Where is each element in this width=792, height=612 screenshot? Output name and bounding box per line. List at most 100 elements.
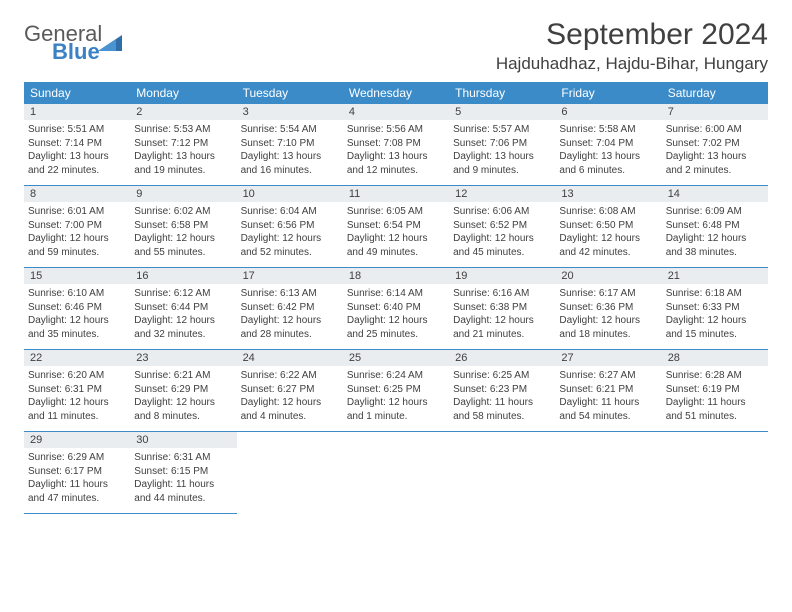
- day-cell: Sunrise: 6:20 AMSunset: 6:31 PMDaylight:…: [24, 366, 130, 432]
- daylight-text-1: Daylight: 12 hours: [28, 396, 126, 410]
- daylight-text-1: Daylight: 12 hours: [453, 314, 551, 328]
- sunrise-text: Sunrise: 5:58 AM: [559, 123, 657, 137]
- day-number: 21: [662, 268, 768, 285]
- dayhead-tue: Tuesday: [237, 82, 343, 104]
- dayhead-mon: Monday: [130, 82, 236, 104]
- sunset-text: Sunset: 6:33 PM: [666, 301, 764, 315]
- day-number: 16: [130, 268, 236, 285]
- daylight-text-2: and 28 minutes.: [241, 328, 339, 342]
- sunset-text: Sunset: 6:50 PM: [559, 219, 657, 233]
- sunrise-text: Sunrise: 5:51 AM: [28, 123, 126, 137]
- daynum-row: 15161718192021: [24, 268, 768, 285]
- sunrise-text: Sunrise: 6:01 AM: [28, 205, 126, 219]
- sunset-text: Sunset: 6:23 PM: [453, 383, 551, 397]
- daylight-text-2: and 54 minutes.: [559, 410, 657, 424]
- sunrise-text: Sunrise: 5:53 AM: [134, 123, 232, 137]
- day-cell: Sunrise: 6:10 AMSunset: 6:46 PMDaylight:…: [24, 284, 130, 350]
- daylight-text-2: and 9 minutes.: [453, 164, 551, 178]
- day-number: 4: [343, 104, 449, 120]
- sunrise-text: Sunrise: 6:06 AM: [453, 205, 551, 219]
- day-number: 23: [130, 350, 236, 367]
- daylight-text-1: Daylight: 11 hours: [453, 396, 551, 410]
- sunset-text: Sunset: 6:25 PM: [347, 383, 445, 397]
- sunrise-text: Sunrise: 5:56 AM: [347, 123, 445, 137]
- day-cell: Sunrise: 5:58 AMSunset: 7:04 PMDaylight:…: [555, 120, 661, 186]
- sunset-text: Sunset: 6:52 PM: [453, 219, 551, 233]
- day-info: Sunrise: 6:24 AMSunset: 6:25 PMDaylight:…: [347, 369, 445, 423]
- daylight-text-2: and 59 minutes.: [28, 246, 126, 260]
- sunrise-text: Sunrise: 6:24 AM: [347, 369, 445, 383]
- daylight-text-2: and 1 minute.: [347, 410, 445, 424]
- week-info-row: Sunrise: 6:29 AMSunset: 6:17 PMDaylight:…: [24, 448, 768, 514]
- sunrise-text: Sunrise: 6:08 AM: [559, 205, 657, 219]
- day-number: 5: [449, 104, 555, 120]
- sunset-text: Sunset: 6:36 PM: [559, 301, 657, 315]
- day-cell: Sunrise: 6:06 AMSunset: 6:52 PMDaylight:…: [449, 202, 555, 268]
- sunrise-text: Sunrise: 6:00 AM: [666, 123, 764, 137]
- day-info: Sunrise: 5:57 AMSunset: 7:06 PMDaylight:…: [453, 123, 551, 177]
- daylight-text-1: Daylight: 13 hours: [453, 150, 551, 164]
- sunset-text: Sunset: 6:48 PM: [666, 219, 764, 233]
- dayhead-wed: Wednesday: [343, 82, 449, 104]
- daylight-text-2: and 58 minutes.: [453, 410, 551, 424]
- day-cell: Sunrise: 6:00 AMSunset: 7:02 PMDaylight:…: [662, 120, 768, 186]
- day-info: Sunrise: 6:06 AMSunset: 6:52 PMDaylight:…: [453, 205, 551, 259]
- daynum-row: 1234567: [24, 104, 768, 120]
- sunset-text: Sunset: 6:56 PM: [241, 219, 339, 233]
- daylight-text-2: and 11 minutes.: [28, 410, 126, 424]
- daylight-text-2: and 38 minutes.: [666, 246, 764, 260]
- day-cell: Sunrise: 6:16 AMSunset: 6:38 PMDaylight:…: [449, 284, 555, 350]
- day-info: Sunrise: 5:51 AMSunset: 7:14 PMDaylight:…: [28, 123, 126, 177]
- day-cell: [343, 448, 449, 514]
- day-cell: [555, 448, 661, 514]
- sunrise-text: Sunrise: 6:21 AM: [134, 369, 232, 383]
- day-info: Sunrise: 6:29 AMSunset: 6:17 PMDaylight:…: [28, 451, 126, 505]
- day-cell: Sunrise: 6:21 AMSunset: 6:29 PMDaylight:…: [130, 366, 236, 432]
- sunset-text: Sunset: 6:29 PM: [134, 383, 232, 397]
- daylight-text-1: Daylight: 12 hours: [347, 396, 445, 410]
- sunset-text: Sunset: 6:31 PM: [28, 383, 126, 397]
- sunset-text: Sunset: 7:10 PM: [241, 137, 339, 151]
- sunrise-text: Sunrise: 6:29 AM: [28, 451, 126, 465]
- daylight-text-1: Daylight: 11 hours: [28, 478, 126, 492]
- daylight-text-2: and 52 minutes.: [241, 246, 339, 260]
- day-number: 29: [24, 432, 130, 449]
- daylight-text-2: and 8 minutes.: [134, 410, 232, 424]
- daylight-text-1: Daylight: 11 hours: [666, 396, 764, 410]
- day-cell: [449, 448, 555, 514]
- day-number: [555, 432, 661, 449]
- day-cell: Sunrise: 6:05 AMSunset: 6:54 PMDaylight:…: [343, 202, 449, 268]
- sunset-text: Sunset: 7:04 PM: [559, 137, 657, 151]
- day-number: [662, 432, 768, 449]
- daylight-text-2: and 21 minutes.: [453, 328, 551, 342]
- dayhead-sun: Sunday: [24, 82, 130, 104]
- logo-text: General Blue: [24, 24, 102, 62]
- day-number: 2: [130, 104, 236, 120]
- day-cell: Sunrise: 6:08 AMSunset: 6:50 PMDaylight:…: [555, 202, 661, 268]
- sunrise-text: Sunrise: 6:27 AM: [559, 369, 657, 383]
- day-number: 15: [24, 268, 130, 285]
- day-number: 25: [343, 350, 449, 367]
- location-text: Hajduhadhaz, Hajdu-Bihar, Hungary: [496, 54, 768, 74]
- day-number: 13: [555, 186, 661, 203]
- day-cell: Sunrise: 6:25 AMSunset: 6:23 PMDaylight:…: [449, 366, 555, 432]
- daylight-text-1: Daylight: 12 hours: [28, 314, 126, 328]
- month-title: September 2024: [496, 18, 768, 52]
- calendar-body: 1234567 Sunrise: 5:51 AMSunset: 7:14 PMDa…: [24, 104, 768, 514]
- day-number: 26: [449, 350, 555, 367]
- day-number: 19: [449, 268, 555, 285]
- day-cell: Sunrise: 6:17 AMSunset: 6:36 PMDaylight:…: [555, 284, 661, 350]
- daylight-text-2: and 51 minutes.: [666, 410, 764, 424]
- sunset-text: Sunset: 6:38 PM: [453, 301, 551, 315]
- day-info: Sunrise: 6:16 AMSunset: 6:38 PMDaylight:…: [453, 287, 551, 341]
- sunrise-text: Sunrise: 6:09 AM: [666, 205, 764, 219]
- daylight-text-1: Daylight: 12 hours: [666, 314, 764, 328]
- dayhead-thu: Thursday: [449, 82, 555, 104]
- day-number: 6: [555, 104, 661, 120]
- day-info: Sunrise: 6:18 AMSunset: 6:33 PMDaylight:…: [666, 287, 764, 341]
- day-number: 11: [343, 186, 449, 203]
- day-cell: Sunrise: 5:57 AMSunset: 7:06 PMDaylight:…: [449, 120, 555, 186]
- daylight-text-2: and 44 minutes.: [134, 492, 232, 506]
- week-info-row: Sunrise: 5:51 AMSunset: 7:14 PMDaylight:…: [24, 120, 768, 186]
- sunset-text: Sunset: 6:58 PM: [134, 219, 232, 233]
